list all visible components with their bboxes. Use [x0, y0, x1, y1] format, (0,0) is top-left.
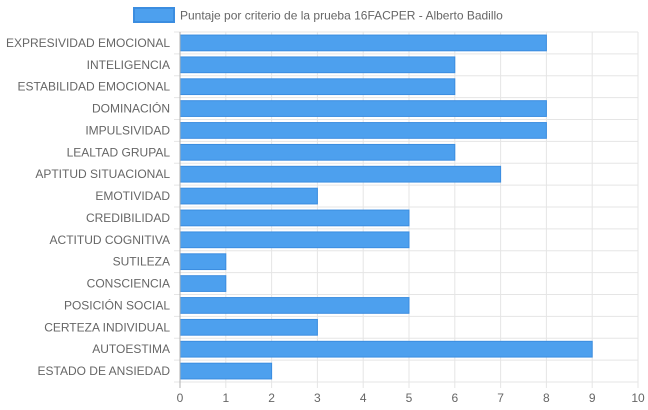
category-label: ACTITUD COGNITIVA — [50, 233, 170, 247]
bar[interactable] — [179, 253, 227, 271]
bar[interactable] — [179, 165, 502, 183]
bar[interactable] — [179, 362, 273, 380]
category-label: CREDIBILIDAD — [86, 211, 170, 225]
x-tick-label: 8 — [543, 391, 550, 405]
x-tick-label: 1 — [222, 391, 229, 405]
bar[interactable] — [179, 100, 547, 117]
x-tick-label: 4 — [360, 391, 367, 405]
legend[interactable]: Puntaje por criterio de la prueba 16FACP… — [133, 7, 503, 23]
bar[interactable] — [179, 78, 456, 96]
category-label: ESTABILIDAD EMOCIONAL — [18, 80, 171, 94]
category-label: IMPULSIVIDAD — [85, 123, 170, 137]
bar[interactable] — [179, 209, 410, 227]
bar[interactable] — [179, 340, 593, 358]
x-tick-label: 0 — [177, 391, 184, 405]
legend-label: Puntaje por criterio de la prueba 16FACP… — [180, 9, 503, 23]
category-label: CERTEZA INDIVIDUAL — [44, 320, 170, 334]
bar[interactable] — [179, 187, 318, 205]
x-tick-label: 7 — [497, 391, 504, 405]
x-tick-label: 6 — [451, 391, 458, 405]
x-tick-label: 3 — [314, 391, 321, 405]
legend-swatch — [133, 7, 175, 23]
category-label: POSICIÓN SOCIAL — [64, 297, 170, 312]
x-tick-label: 10 — [631, 391, 645, 405]
bar[interactable] — [179, 34, 547, 52]
category-label: EMOTIVIDAD — [95, 189, 170, 203]
category-label: DOMINACIÓN — [92, 101, 170, 116]
category-label: SUTILEZA — [113, 255, 170, 269]
category-label: AUTOESTIMA — [92, 342, 170, 356]
category-label: CONSCIENCIA — [87, 277, 170, 291]
x-axis-tick-labels: 0 1 2 3 4 5 6 7 8 9 10 — [177, 391, 645, 405]
category-label: INTELIGENCIA — [87, 58, 170, 72]
bar[interactable] — [179, 318, 318, 336]
category-labels: EXPRESIVIDAD EMOCIONAL INTELIGENCIA ESTABI… — [6, 36, 170, 378]
category-label: APTITUD SITUACIONAL — [35, 167, 170, 181]
category-label: EXPRESIVIDAD EMOCIONAL — [6, 36, 170, 50]
bar[interactable] — [179, 143, 456, 161]
category-label: LEALTAD GRUPAL — [67, 145, 171, 159]
x-tick-label: 5 — [406, 391, 413, 405]
category-label: ESTADO DE ANSIEDAD — [38, 364, 171, 378]
bar[interactable] — [179, 56, 456, 74]
bar[interactable] — [179, 122, 547, 139]
bar[interactable] — [179, 275, 227, 292]
bar[interactable] — [179, 231, 410, 249]
x-tick-label: 9 — [589, 391, 596, 405]
bar[interactable] — [179, 297, 410, 314]
x-tick-label: 2 — [268, 391, 275, 405]
